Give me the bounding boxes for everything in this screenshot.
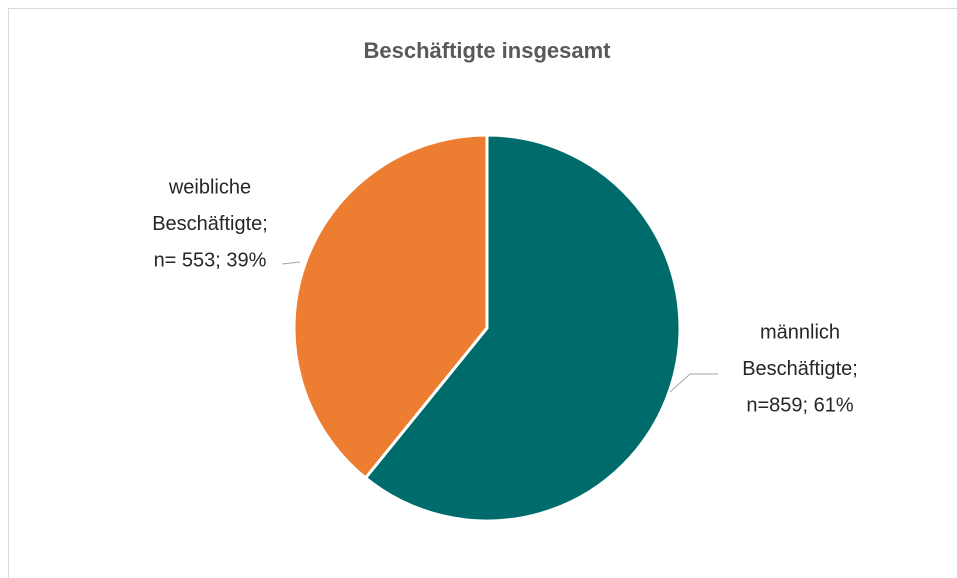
data-label: n= 553; 39%: [154, 249, 267, 271]
leader-line: [281, 261, 301, 265]
data-label: weibliche: [168, 176, 251, 198]
data-label: n=859; 61%: [746, 394, 854, 416]
data-label: männlich: [760, 321, 840, 343]
leader-line: [669, 373, 718, 393]
data-label: Beschäftigte;: [152, 213, 268, 235]
pie-slice: [292, 133, 489, 481]
data-label: Beschäftigte;: [742, 358, 858, 380]
chart-title: Beschäftigte insgesamt: [364, 38, 612, 63]
pie-slice: [363, 133, 682, 523]
